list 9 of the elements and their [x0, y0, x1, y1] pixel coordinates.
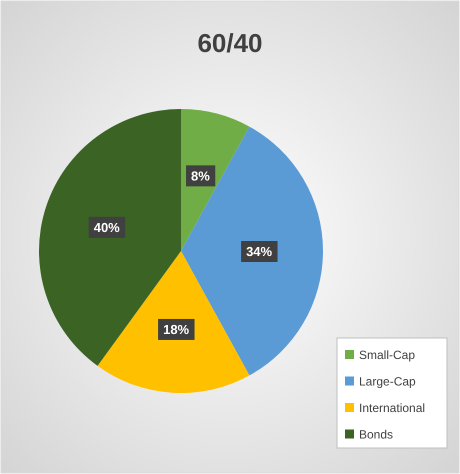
legend-label: International — [359, 401, 426, 415]
legend-label: Small-Cap — [359, 348, 416, 362]
data-label: 18% — [163, 322, 190, 337]
data-label: 8% — [191, 168, 210, 184]
data-label: 40% — [94, 220, 120, 235]
chart-title: 60/40 — [197, 28, 263, 58]
legend-label: Bonds — [359, 428, 394, 442]
legend-label: Large-Cap — [359, 374, 416, 388]
data-label: 34% — [246, 244, 273, 259]
